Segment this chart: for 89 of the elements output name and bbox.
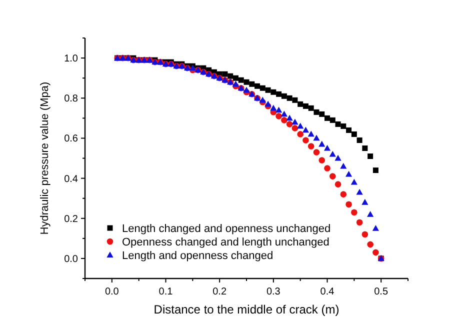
point [367,210,374,217]
point [313,134,320,141]
point [356,219,363,226]
point [372,249,379,256]
point [329,150,336,157]
point [313,149,320,156]
point [346,127,352,133]
point [350,178,358,185]
y-tick-label: 0.4 [64,174,78,185]
y-tick-label: 0.2 [64,214,78,225]
point [308,130,314,137]
point [297,131,304,138]
point [292,125,298,132]
point [264,100,272,107]
point [362,231,368,238]
x-tick-label: 0.3 [266,286,281,298]
x-tick-label: 0.2 [212,286,227,298]
point [324,144,331,151]
point [318,140,326,147]
point [292,97,298,103]
point [232,80,240,87]
point [329,173,336,180]
point [335,121,341,127]
point [232,75,238,81]
point [340,162,347,169]
point [228,73,234,79]
point [286,95,292,101]
point [254,83,260,89]
point [334,181,342,188]
point [324,165,330,172]
point [345,170,352,177]
legend-label: Openness changed and length unchanged [122,236,330,248]
point [270,104,277,111]
point [260,85,266,91]
point [362,145,368,151]
point [372,168,378,174]
x-tick-label: 0.1 [158,286,174,298]
point [276,91,282,97]
point [244,79,250,85]
point [314,109,320,115]
point [280,110,288,117]
y-axis-title: Hydraulic pressure value (Mpa) [39,82,51,235]
point [308,105,314,111]
point [319,111,325,117]
point [259,96,266,103]
y-tick-label: 0.8 [64,94,78,105]
point [362,198,368,205]
point [324,115,330,121]
point [356,137,362,143]
point [281,117,288,124]
point [265,87,271,93]
point [286,121,293,128]
point [276,106,282,113]
point [351,209,358,216]
point [372,224,379,231]
point [330,117,336,123]
point [292,118,298,125]
point [281,93,287,99]
x-axis-title: Distance to the middle of crack (m) [154,302,340,316]
point [334,154,342,161]
y-tick-label: 1.0 [64,54,78,65]
point [340,123,346,129]
y-tick-label: 0.6 [64,134,78,145]
point [298,101,304,107]
point [297,122,304,129]
point [222,71,228,77]
point [368,153,374,159]
point [302,137,309,144]
x-tick-label: 0.0 [104,286,120,298]
point [367,241,374,248]
y-tick-label: 0.0 [64,254,78,265]
point [249,81,255,87]
point [346,201,352,208]
point [302,103,308,109]
point [270,89,276,95]
point [276,113,282,120]
point [302,126,310,133]
x-tick-label: 0.4 [320,286,335,298]
point [243,86,250,93]
point [308,143,314,150]
point [340,191,347,198]
point [286,114,293,121]
x-tick-label: 0.5 [374,286,388,298]
legend-label: Length and openness changed [122,250,274,262]
point [318,157,326,164]
point [238,77,244,83]
legend-label: Length changed and openness unchanged [122,223,331,235]
point [351,131,357,137]
point [356,188,363,195]
